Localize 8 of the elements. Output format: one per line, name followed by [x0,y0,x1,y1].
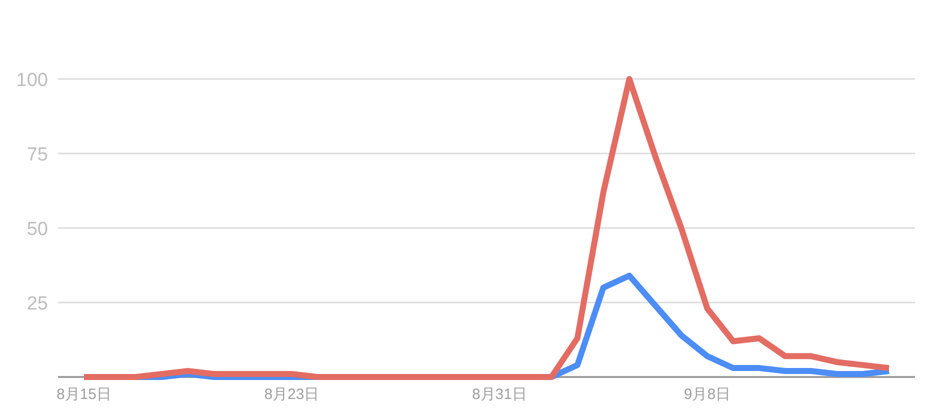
y-tick-label: 50 [26,219,48,240]
y-tick-label: 25 [26,294,48,314]
y-tick-label: 75 [26,144,48,166]
x-tick-label: 8月15日 [56,386,112,403]
x-tick-label: 9月8日 [684,386,731,403]
x-tick-label: 8月23日 [264,386,320,403]
y-tick-label: 100 [16,70,48,91]
x-tick-label: 8月31日 [472,386,527,403]
